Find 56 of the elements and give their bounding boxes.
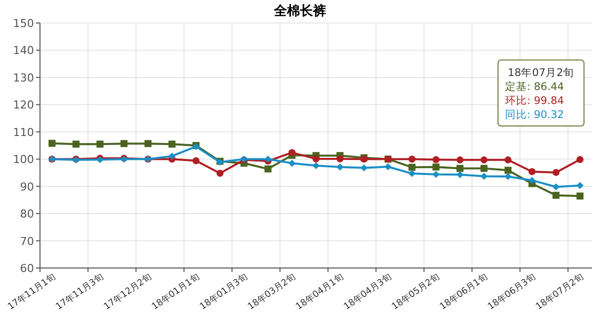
point [552,168,560,176]
point [408,164,416,171]
point [432,164,440,171]
y-tick-label: 130 [13,71,34,84]
point [288,149,296,156]
point [144,140,152,148]
point [552,192,560,199]
y-tick-label: 140 [13,44,34,58]
point [384,163,392,170]
point [528,176,536,184]
annotation: 环比: 99.84 [505,94,564,107]
point [456,171,464,178]
y-tick-label: 100 [13,153,34,166]
point [120,140,128,148]
point [480,156,488,164]
y-tick-label: 80 [20,208,34,221]
point [576,182,584,189]
point [432,156,440,164]
point [480,164,488,172]
point [408,156,416,163]
y-tick-label: 90 [20,180,34,194]
point [456,164,464,172]
annotation: 同比: 90.32 [505,108,564,121]
point [576,156,584,164]
y-tick-label: 60 [20,262,34,275]
point [504,173,512,180]
point [312,162,320,170]
y-tick-label: 110 [13,126,34,139]
point [432,170,440,178]
point [168,152,176,160]
point [456,156,464,164]
point [552,183,560,190]
annotation: 18年07月2旬 [508,67,574,79]
point [288,160,296,167]
point [72,140,80,148]
point [504,166,512,174]
y-tick-label: 70 [20,234,34,248]
annotation: 定基: 86.44 [505,80,564,93]
point [216,170,224,177]
point [336,155,344,162]
point [312,155,320,162]
point [408,170,416,178]
point [528,168,536,176]
y-tick-label: 150 [13,17,34,30]
point [336,164,344,171]
point [168,140,176,148]
point [360,164,368,172]
chart-title: 全棉长裤 [273,3,326,19]
y-tick-label: 120 [13,98,34,112]
point [480,172,488,180]
point [96,140,104,148]
point [264,165,272,172]
point [48,140,56,147]
point [504,156,512,164]
point [192,157,200,164]
point [576,192,584,200]
